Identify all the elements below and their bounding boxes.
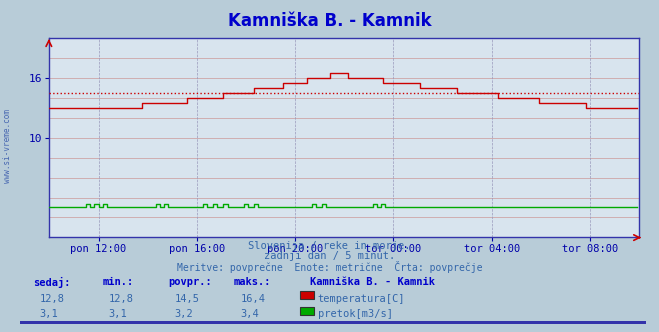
Text: 12,8: 12,8 [40, 294, 65, 304]
Text: Meritve: povprečne  Enote: metrične  Črta: povprečje: Meritve: povprečne Enote: metrične Črta:… [177, 261, 482, 273]
Text: 3,4: 3,4 [241, 309, 259, 319]
Text: www.si-vreme.com: www.si-vreme.com [3, 109, 13, 183]
Text: min.:: min.: [102, 277, 133, 287]
Text: Kamniška B. - Kamnik: Kamniška B. - Kamnik [228, 12, 431, 30]
Text: temperatura[C]: temperatura[C] [318, 294, 405, 304]
Text: pretok[m3/s]: pretok[m3/s] [318, 309, 393, 319]
Text: 3,1: 3,1 [109, 309, 127, 319]
Text: 14,5: 14,5 [175, 294, 200, 304]
Text: zadnji dan / 5 minut.: zadnji dan / 5 minut. [264, 251, 395, 261]
Text: povpr.:: povpr.: [168, 277, 212, 287]
Text: maks.:: maks.: [234, 277, 272, 287]
Text: 12,8: 12,8 [109, 294, 134, 304]
Text: Kamniška B. - Kamnik: Kamniška B. - Kamnik [310, 277, 435, 287]
Text: 3,2: 3,2 [175, 309, 193, 319]
Text: 3,1: 3,1 [40, 309, 58, 319]
Text: sedaj:: sedaj: [33, 277, 71, 288]
Text: Slovenija / reke in morje.: Slovenija / reke in morje. [248, 241, 411, 251]
Text: 16,4: 16,4 [241, 294, 266, 304]
